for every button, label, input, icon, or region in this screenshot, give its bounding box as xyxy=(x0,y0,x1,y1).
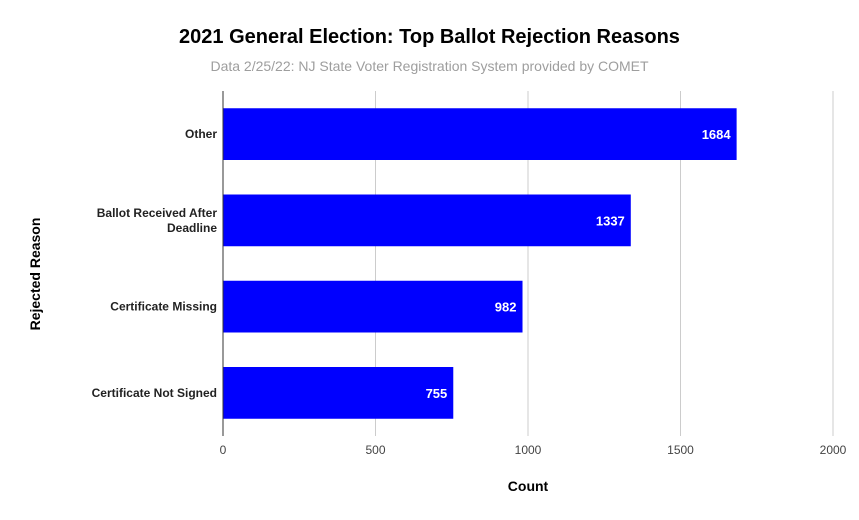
data-label: 755 xyxy=(426,386,448,401)
data-label: 982 xyxy=(495,300,517,315)
data-label: 1337 xyxy=(596,213,625,228)
x-tick-label: 1500 xyxy=(667,443,694,457)
x-tick-label: 500 xyxy=(365,443,385,457)
chart-subtitle: Data 2/25/22: NJ State Voter Registratio… xyxy=(210,58,649,74)
y-tick-label-line: Other xyxy=(185,127,217,141)
x-tick-label: 0 xyxy=(220,443,227,457)
chart-title: 2021 General Election: Top Ballot Reject… xyxy=(179,26,680,48)
y-tick-label-line: Certificate Missing xyxy=(110,300,217,314)
x-tick-label: 1000 xyxy=(515,443,542,457)
data-label: 1684 xyxy=(702,127,732,142)
bar xyxy=(223,280,523,333)
y-tick-label-line: Deadline xyxy=(167,221,217,235)
y-tick-label-line: Certificate Not Signed xyxy=(92,386,217,400)
y-tick-label: Certificate Not Signed xyxy=(92,386,217,400)
x-axis-title: Count xyxy=(507,478,549,494)
y-tick-label: Certificate Missing xyxy=(110,300,217,314)
y-tick-label: Other xyxy=(185,127,217,141)
bar xyxy=(223,108,737,160)
y-tick-label: Ballot Received After Deadline xyxy=(97,206,218,235)
x-tick-label: 2000 xyxy=(820,443,847,457)
bar xyxy=(223,194,631,247)
y-tick-label-line: Ballot Received After xyxy=(97,206,218,220)
bar xyxy=(223,367,454,419)
